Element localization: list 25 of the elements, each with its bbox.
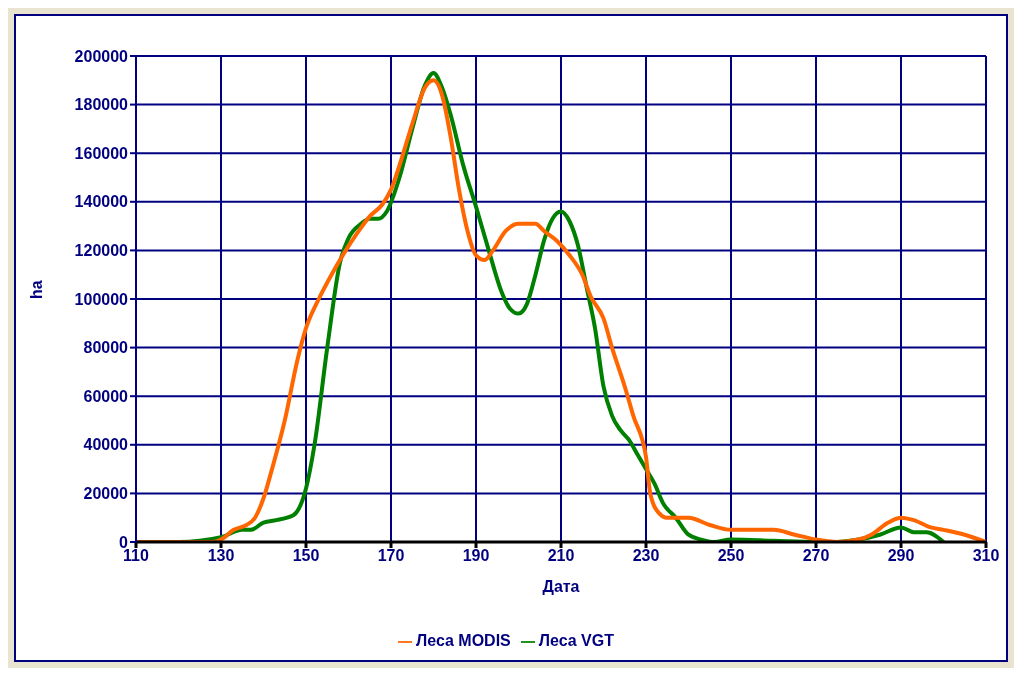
- legend-label: Леса VGT: [538, 632, 615, 649]
- x-tick-label: 250: [717, 547, 745, 565]
- y-tick-label: 200000: [74, 47, 129, 65]
- x-tick-label: 130: [207, 547, 235, 565]
- y-tick-label: 80000: [83, 339, 129, 357]
- y-tick-label: 40000: [83, 436, 129, 454]
- y-tick-label: 180000: [74, 96, 129, 114]
- x-tick-label: 150: [292, 547, 320, 565]
- y-axis-title: ha: [27, 280, 45, 299]
- y-tick-label: 20000: [83, 485, 129, 503]
- y-tick-label: 100000: [74, 290, 129, 308]
- y-tick-label: 60000: [83, 387, 129, 405]
- y-tick-label: 120000: [74, 242, 129, 260]
- x-tick-label: 270: [802, 547, 830, 565]
- x-tick-label: 210: [547, 547, 575, 565]
- x-axis-title: Дата: [542, 578, 580, 595]
- x-tick-label: 190: [462, 547, 490, 565]
- x-tick-label: 170: [377, 547, 405, 565]
- y-tick-label: 160000: [74, 144, 129, 162]
- x-tick-label: 290: [887, 547, 915, 565]
- legend-label: Леса MODIS: [415, 632, 511, 649]
- y-tick-label: 140000: [74, 193, 129, 211]
- x-tick-label: 110: [123, 547, 150, 565]
- x-tick-label: 310: [972, 547, 1000, 565]
- x-tick-label: 230: [632, 547, 660, 565]
